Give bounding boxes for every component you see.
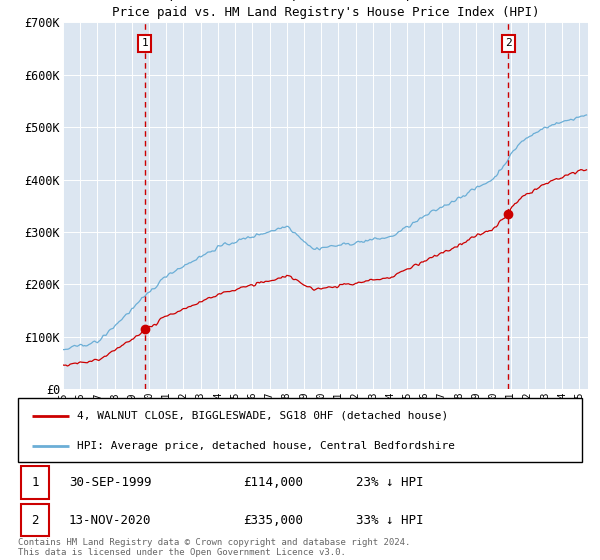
Text: £114,000: £114,000 <box>244 476 304 489</box>
Text: 1: 1 <box>31 476 38 489</box>
Text: 1: 1 <box>142 38 148 48</box>
Text: HPI: Average price, detached house, Central Bedfordshire: HPI: Average price, detached house, Cent… <box>77 441 455 451</box>
Text: 2: 2 <box>31 514 38 526</box>
Text: 30-SEP-1999: 30-SEP-1999 <box>69 476 151 489</box>
Text: £335,000: £335,000 <box>244 514 304 526</box>
Text: 13-NOV-2020: 13-NOV-2020 <box>69 514 151 526</box>
FancyBboxPatch shape <box>18 398 582 462</box>
Text: 33% ↓ HPI: 33% ↓ HPI <box>356 514 424 526</box>
FancyBboxPatch shape <box>21 466 49 499</box>
FancyBboxPatch shape <box>21 504 49 536</box>
Text: 2: 2 <box>505 38 512 48</box>
Text: Contains HM Land Registry data © Crown copyright and database right 2024.
This d: Contains HM Land Registry data © Crown c… <box>18 538 410 557</box>
Text: 23% ↓ HPI: 23% ↓ HPI <box>356 476 424 489</box>
Text: 4, WALNUT CLOSE, BIGGLESWADE, SG18 0HF (detached house): 4, WALNUT CLOSE, BIGGLESWADE, SG18 0HF (… <box>77 410 448 421</box>
Text: 4, WALNUT CLOSE, BIGGLESWADE, SG18 0HF: 4, WALNUT CLOSE, BIGGLESWADE, SG18 0HF <box>159 0 492 2</box>
Text: Price paid vs. HM Land Registry's House Price Index (HPI): Price paid vs. HM Land Registry's House … <box>112 6 539 18</box>
